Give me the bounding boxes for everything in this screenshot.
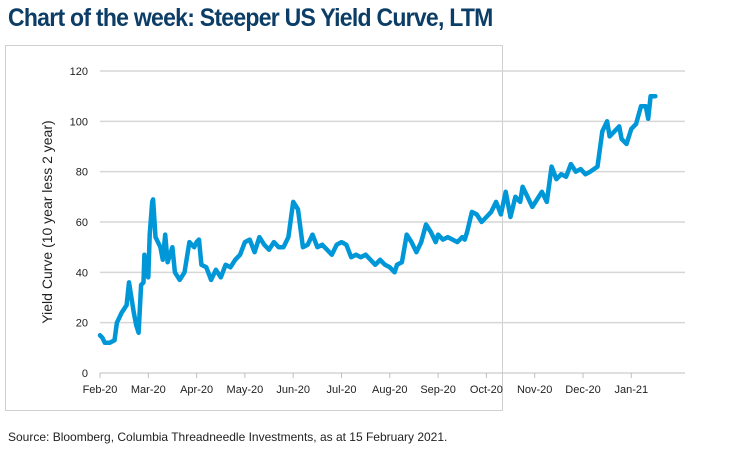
y-tick-label: 60 bbox=[76, 217, 88, 229]
y-axis-label: Yield Curve (10 year less 2 year) bbox=[39, 120, 55, 323]
x-tick-label: May-20 bbox=[227, 384, 264, 396]
x-tick-label: Aug-20 bbox=[372, 384, 407, 396]
source-note: Source: Bloomberg, Columbia Threadneedle… bbox=[8, 430, 448, 444]
chart-title: Chart of the week: Steeper US Yield Curv… bbox=[8, 4, 493, 32]
x-tick-label: Apr-20 bbox=[180, 384, 213, 396]
x-tick-label: Feb-20 bbox=[83, 384, 118, 396]
x-tick-label: Oct-20 bbox=[470, 384, 503, 396]
series-line-yield-curve bbox=[97, 93, 658, 346]
y-tick-label: 40 bbox=[76, 267, 88, 279]
x-tick-label: Dec-20 bbox=[565, 384, 600, 396]
x-tick-label: Sep-20 bbox=[420, 384, 455, 396]
x-tick-label: Jul-20 bbox=[327, 384, 357, 396]
y-tick-label: 0 bbox=[82, 368, 88, 380]
x-tick-label: Jun-20 bbox=[276, 384, 310, 396]
x-tick-label: Nov-20 bbox=[517, 384, 552, 396]
y-tick-label: 120 bbox=[70, 66, 88, 78]
chart-frame bbox=[5, 45, 503, 411]
y-tick-label: 100 bbox=[70, 116, 88, 128]
x-tick-label: Mar-20 bbox=[131, 384, 166, 396]
y-tick-label: 80 bbox=[76, 167, 88, 179]
x-tick-label: Jan-21 bbox=[614, 384, 648, 396]
y-tick-label: 20 bbox=[76, 318, 88, 330]
